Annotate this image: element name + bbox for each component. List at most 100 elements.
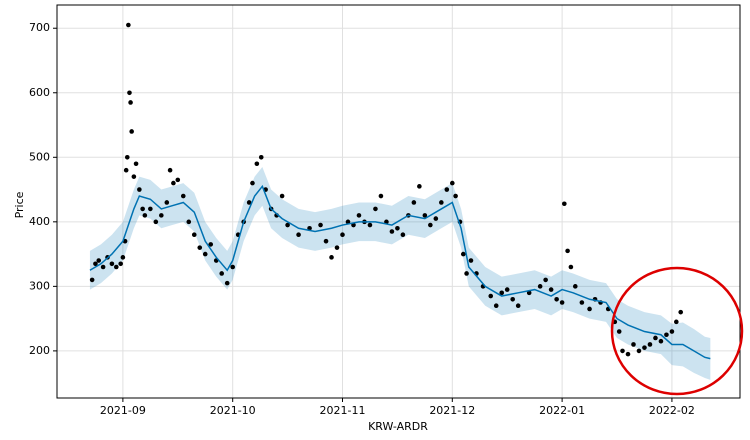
observed-point xyxy=(258,154,264,160)
observed-point xyxy=(175,177,181,183)
observed-point xyxy=(499,290,505,296)
observed-point xyxy=(464,271,469,276)
observed-point xyxy=(142,213,148,218)
observed-point xyxy=(395,225,400,231)
observed-point xyxy=(129,129,134,134)
y-tick-label: 700 xyxy=(29,21,50,34)
x-tick-label: 2022-01 xyxy=(539,404,585,417)
observed-point xyxy=(126,22,131,28)
observed-point xyxy=(254,161,260,167)
observed-point xyxy=(562,201,567,207)
observed-point xyxy=(224,280,230,286)
observed-point xyxy=(658,338,664,344)
observed-point xyxy=(127,90,132,96)
observed-point xyxy=(113,264,119,270)
observed-point xyxy=(647,342,653,347)
observed-point xyxy=(568,264,574,270)
observed-point xyxy=(93,261,98,267)
y-axis-label: Price xyxy=(13,191,26,218)
observed-point xyxy=(548,287,554,292)
observed-point xyxy=(620,348,625,354)
observed-point xyxy=(307,225,312,231)
highlight-circle xyxy=(610,266,744,396)
observed-point xyxy=(131,174,137,179)
observed-point xyxy=(167,167,173,173)
observed-point xyxy=(246,200,252,205)
observed-point xyxy=(625,351,631,357)
observed-point xyxy=(100,264,106,270)
x-tick-label: 2021-10 xyxy=(210,404,256,417)
observed-point xyxy=(669,329,675,334)
observed-point xyxy=(572,284,578,289)
y-tick-label: 200 xyxy=(29,344,50,357)
observed-point xyxy=(197,245,203,250)
observed-point xyxy=(642,345,647,350)
observed-point xyxy=(329,255,334,260)
axes-frame xyxy=(56,4,741,399)
observed-point xyxy=(411,200,417,205)
observed-point xyxy=(356,213,362,218)
observed-point xyxy=(559,300,565,305)
x-tick-label: 2022-02 xyxy=(649,404,695,417)
observed-point xyxy=(186,219,192,225)
observed-point xyxy=(279,193,285,199)
observed-point xyxy=(453,193,458,199)
observed-point xyxy=(460,251,466,257)
observed-point xyxy=(373,206,378,212)
observed-point xyxy=(378,193,384,199)
observed-point xyxy=(133,161,139,167)
observed-point xyxy=(400,232,406,238)
observed-point xyxy=(417,184,422,189)
observed-point xyxy=(428,222,433,228)
observed-point xyxy=(439,200,444,205)
observed-point xyxy=(171,180,176,186)
observed-point xyxy=(444,187,450,192)
x-axis-label: KRW-ARDR xyxy=(368,420,428,433)
observed-point xyxy=(164,200,170,205)
observed-point xyxy=(318,222,323,228)
observed-point xyxy=(285,222,290,228)
observed-point xyxy=(554,296,559,302)
observed-point xyxy=(384,219,389,225)
x-tick-label: 2021-12 xyxy=(429,404,475,417)
y-tick-label: 500 xyxy=(29,150,50,163)
observed-point xyxy=(96,258,102,263)
observed-point xyxy=(109,261,115,267)
observed-point xyxy=(422,213,428,218)
observed-point xyxy=(202,251,208,257)
observed-point xyxy=(389,229,395,234)
observed-point xyxy=(450,180,455,186)
observed-point xyxy=(579,300,585,305)
observed-point xyxy=(515,303,521,309)
observed-point xyxy=(493,303,499,309)
observed-point xyxy=(137,187,142,192)
observed-point xyxy=(631,342,636,347)
observed-point xyxy=(153,219,159,225)
observed-point xyxy=(510,296,515,302)
observed-point xyxy=(504,287,510,292)
plot-area xyxy=(57,5,740,398)
observed-point xyxy=(664,332,669,338)
y-tick-label: 400 xyxy=(29,215,50,228)
observed-point xyxy=(636,348,642,354)
observed-point xyxy=(587,306,592,312)
observed-point xyxy=(180,193,186,199)
observed-point xyxy=(565,248,570,254)
y-tick-label: 600 xyxy=(29,86,50,99)
observed-point xyxy=(537,284,543,289)
observed-point xyxy=(219,271,225,276)
observed-point xyxy=(123,167,129,173)
observed-point xyxy=(89,277,95,283)
observed-point xyxy=(488,293,494,299)
observed-point xyxy=(191,232,197,238)
observed-point xyxy=(468,258,474,263)
observed-point xyxy=(140,206,145,212)
observed-point xyxy=(230,264,235,270)
x-tick-label: 2021-11 xyxy=(320,404,366,417)
observed-point xyxy=(323,238,329,244)
observed-point xyxy=(340,232,345,238)
observed-point xyxy=(124,154,130,160)
observed-point xyxy=(118,261,123,267)
